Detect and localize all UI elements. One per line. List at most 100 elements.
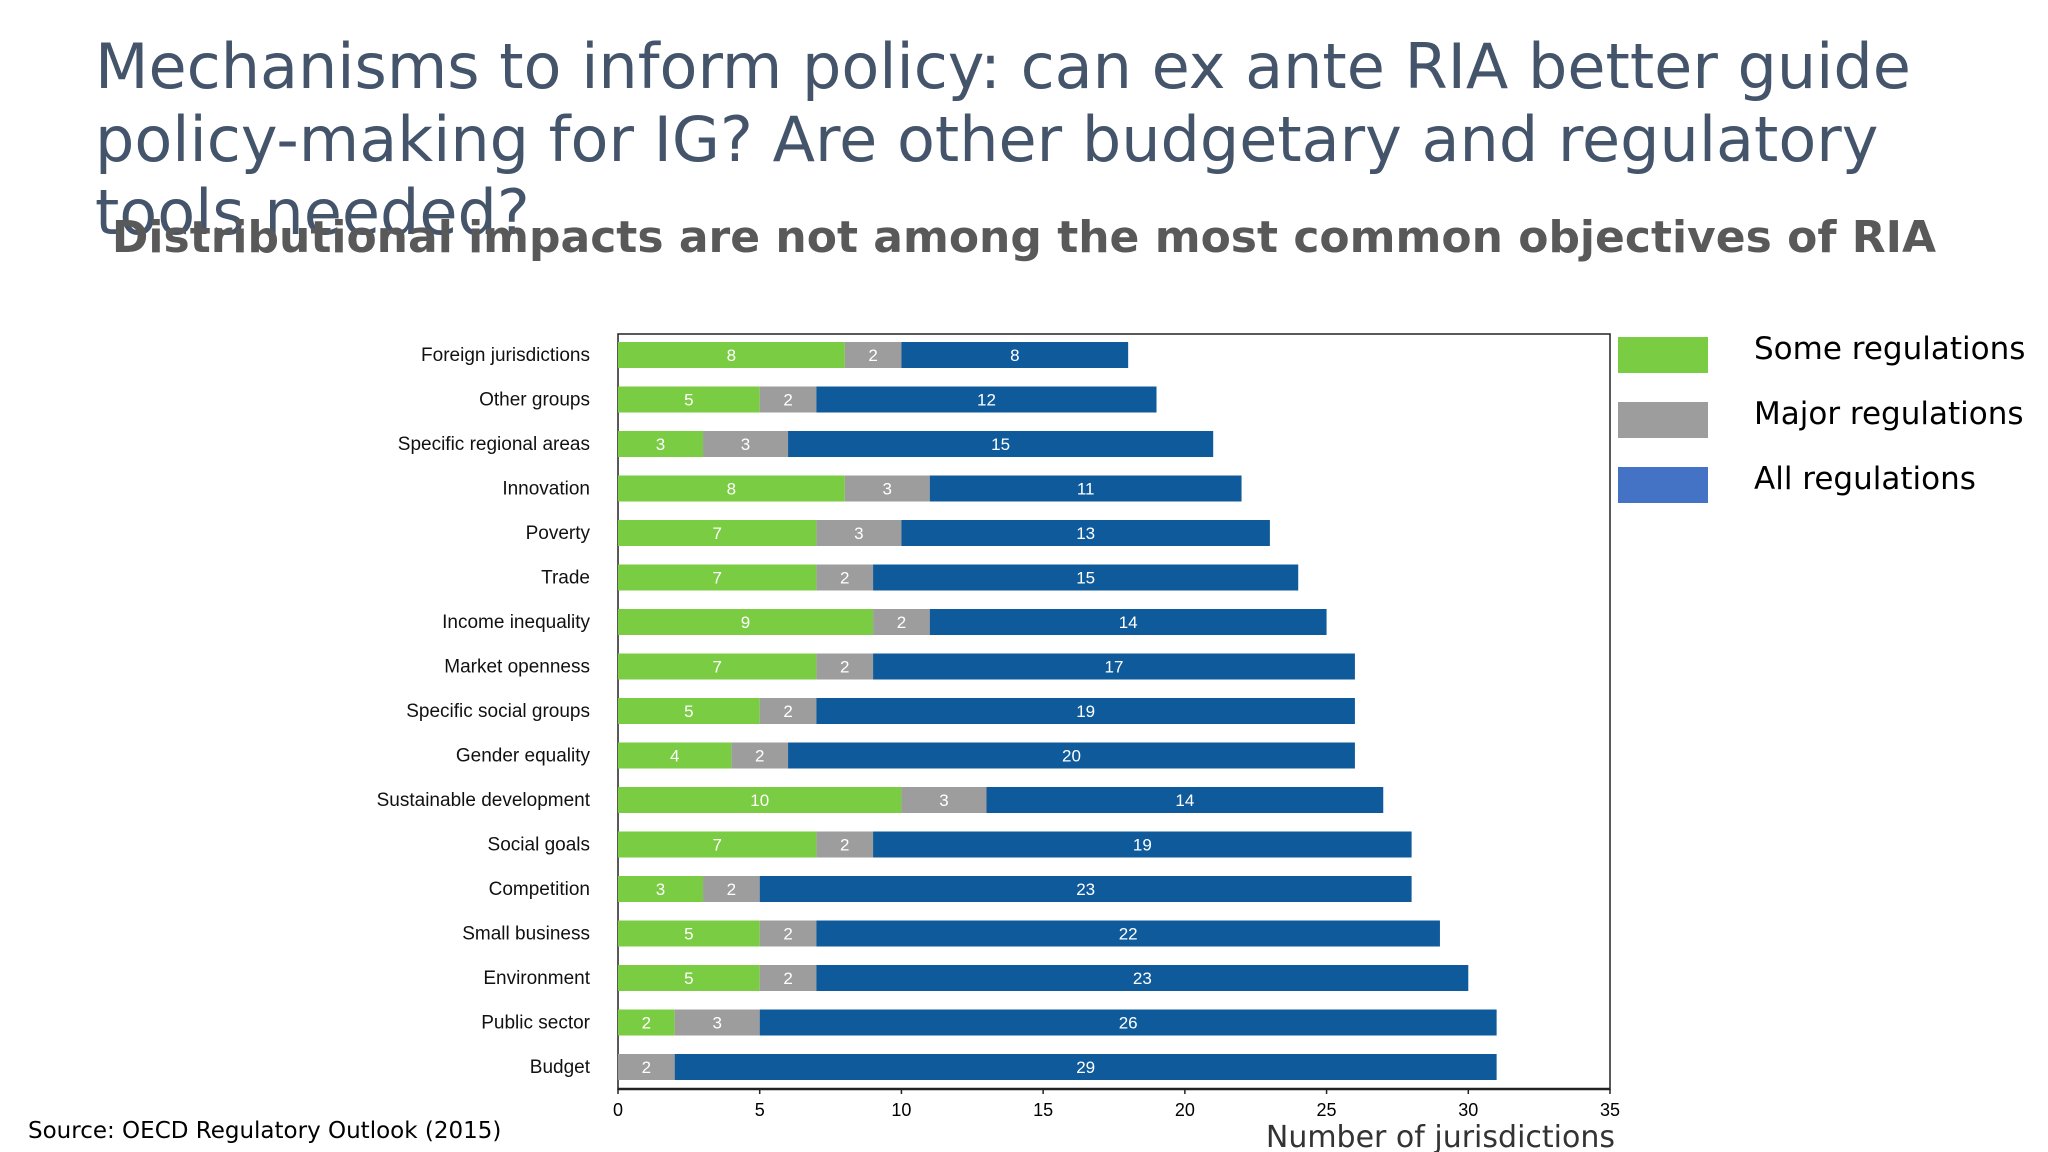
legend-label-all: All regulations [1754, 461, 1976, 497]
bar-major [731, 742, 789, 769]
bar-some [618, 742, 732, 769]
bar-all [901, 520, 1270, 546]
source-note: Source: OECD Regulatory Outlook (2015) [28, 1118, 502, 1144]
data-label-major: 2 [642, 1058, 651, 1077]
category-label: Other groups [479, 390, 590, 411]
data-label-all: 15 [991, 435, 1010, 454]
data-label-all: 17 [1105, 658, 1124, 677]
data-label-some: 9 [741, 613, 750, 632]
bar-some [618, 609, 874, 635]
bar-major [901, 787, 987, 813]
x-tick-label-15: 15 [1033, 1100, 1053, 1120]
data-label-all: 26 [1119, 1014, 1138, 1033]
bar-major [759, 386, 817, 413]
bar-all [759, 1009, 1497, 1036]
bar-all [816, 698, 1355, 724]
x-tick-label-35: 35 [1600, 1100, 1620, 1120]
bar-some [618, 475, 845, 502]
bar-some [618, 920, 760, 947]
category-label: Competition [489, 879, 590, 900]
bar-major [844, 342, 902, 368]
data-label-major: 3 [712, 1014, 721, 1033]
bar-major [703, 876, 760, 902]
bar-all [873, 831, 1412, 858]
data-label-major: 2 [755, 747, 764, 766]
data-label-major: 3 [883, 480, 892, 499]
category-label: Environment [483, 968, 590, 989]
data-label-some: 8 [727, 480, 736, 499]
data-label-some: 5 [684, 702, 693, 721]
data-label-all: 20 [1062, 747, 1081, 766]
data-label-all: 14 [1119, 613, 1138, 632]
data-label-major: 2 [727, 880, 736, 899]
data-label-all: 8 [1010, 346, 1019, 365]
bar-all [788, 742, 1355, 769]
data-label-major: 2 [783, 702, 792, 721]
bar-some [618, 431, 704, 457]
data-label-all: 23 [1076, 880, 1095, 899]
bar-all [901, 342, 1129, 368]
bar-some [618, 1009, 675, 1036]
data-label-major: 2 [783, 391, 792, 410]
bar-some [618, 876, 704, 902]
bar-some [618, 564, 817, 591]
x-tick-label-20: 20 [1175, 1100, 1195, 1120]
bar-all [816, 920, 1440, 947]
data-label-some: 4 [670, 747, 679, 766]
data-label-major: 2 [897, 613, 906, 632]
data-label-some: 7 [712, 569, 721, 588]
bar-all [788, 431, 1214, 457]
category-label: Sustainable development [377, 790, 591, 811]
data-label-major: 3 [939, 791, 948, 810]
x-axis-label: Number of jurisdictions [1266, 1120, 1615, 1152]
bar-major [759, 920, 817, 947]
bar-some [618, 787, 902, 813]
bar-all [873, 564, 1299, 591]
data-label-all: 29 [1076, 1058, 1095, 1077]
category-label: Specific social groups [406, 701, 590, 722]
bar-some [618, 698, 760, 724]
data-label-major: 2 [868, 346, 877, 365]
data-label-some: 5 [684, 969, 693, 988]
data-label-some: 3 [656, 880, 665, 899]
bar-some [618, 386, 760, 413]
bar-all [929, 609, 1327, 635]
bar-major [703, 431, 789, 457]
category-label: Public sector [481, 1013, 590, 1034]
bar-some [618, 831, 817, 858]
x-tick-label-10: 10 [891, 1100, 911, 1120]
category-label: Specific regional areas [398, 434, 590, 455]
data-label-all: 11 [1077, 480, 1095, 499]
bar-major [873, 609, 930, 635]
bar-major [618, 1054, 675, 1080]
data-label-all: 15 [1076, 569, 1095, 588]
data-label-all: 22 [1119, 925, 1138, 944]
bar-major [674, 1009, 760, 1036]
data-label-some: 2 [642, 1014, 651, 1033]
data-label-major: 3 [854, 524, 863, 543]
bar-major [816, 520, 902, 546]
category-label: Market openness [444, 657, 590, 678]
bar-all [816, 386, 1157, 413]
category-label: Small business [462, 924, 590, 945]
data-label-all: 19 [1133, 836, 1152, 855]
category-label: Social goals [488, 835, 590, 856]
category-label: Poverty [526, 523, 591, 544]
category-label: Foreign jurisdictions [421, 345, 590, 366]
data-label-some: 10 [750, 791, 769, 810]
data-label-all: 12 [977, 391, 996, 410]
data-label-major: 2 [840, 836, 849, 855]
bar-all [816, 965, 1469, 991]
data-label-major: 2 [783, 925, 792, 944]
data-label-major: 3 [741, 435, 750, 454]
legend-swatch-major [1618, 402, 1708, 438]
x-tick-label-0: 0 [613, 1100, 623, 1120]
slide-title: Mechanisms to inform policy: can ex ante… [95, 30, 1911, 249]
x-tick-label-25: 25 [1317, 1100, 1337, 1120]
category-label: Income inequality [442, 612, 590, 633]
legend-swatch-some [1618, 337, 1708, 373]
legend-label-some: Some regulations [1754, 331, 2026, 367]
data-label-some: 5 [684, 925, 693, 944]
data-label-some: 8 [727, 346, 736, 365]
